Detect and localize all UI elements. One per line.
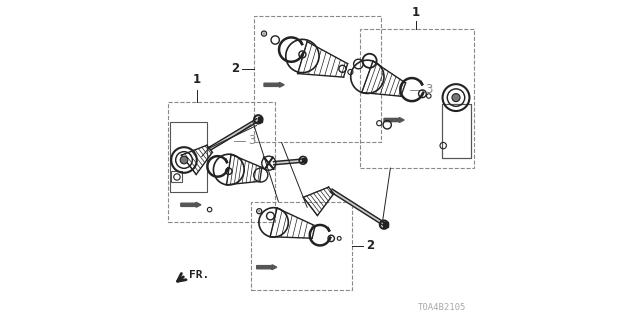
FancyArrow shape <box>181 203 201 207</box>
Bar <box>168 102 275 222</box>
Circle shape <box>452 93 460 102</box>
Bar <box>442 104 471 158</box>
Text: 3: 3 <box>426 83 433 96</box>
Text: FR.: FR. <box>189 270 209 280</box>
Text: T0A4B2105: T0A4B2105 <box>417 303 466 312</box>
FancyArrow shape <box>264 83 284 87</box>
Text: 1: 1 <box>412 5 420 19</box>
Polygon shape <box>258 117 262 122</box>
Bar <box>172 171 182 182</box>
Text: 3: 3 <box>248 134 255 147</box>
Polygon shape <box>383 222 388 227</box>
FancyArrow shape <box>384 118 404 122</box>
Polygon shape <box>302 158 305 162</box>
FancyArrow shape <box>257 265 277 269</box>
Text: 2: 2 <box>366 239 374 252</box>
Polygon shape <box>209 119 259 150</box>
Bar <box>442 104 471 158</box>
Polygon shape <box>330 189 385 225</box>
Bar <box>254 16 381 142</box>
Bar <box>170 122 207 192</box>
Bar <box>360 29 474 168</box>
Circle shape <box>180 156 188 164</box>
Bar <box>251 202 352 290</box>
Text: 1: 1 <box>193 73 201 86</box>
Circle shape <box>263 32 265 35</box>
Polygon shape <box>273 159 303 165</box>
Circle shape <box>258 210 260 212</box>
Text: 2: 2 <box>231 62 239 75</box>
